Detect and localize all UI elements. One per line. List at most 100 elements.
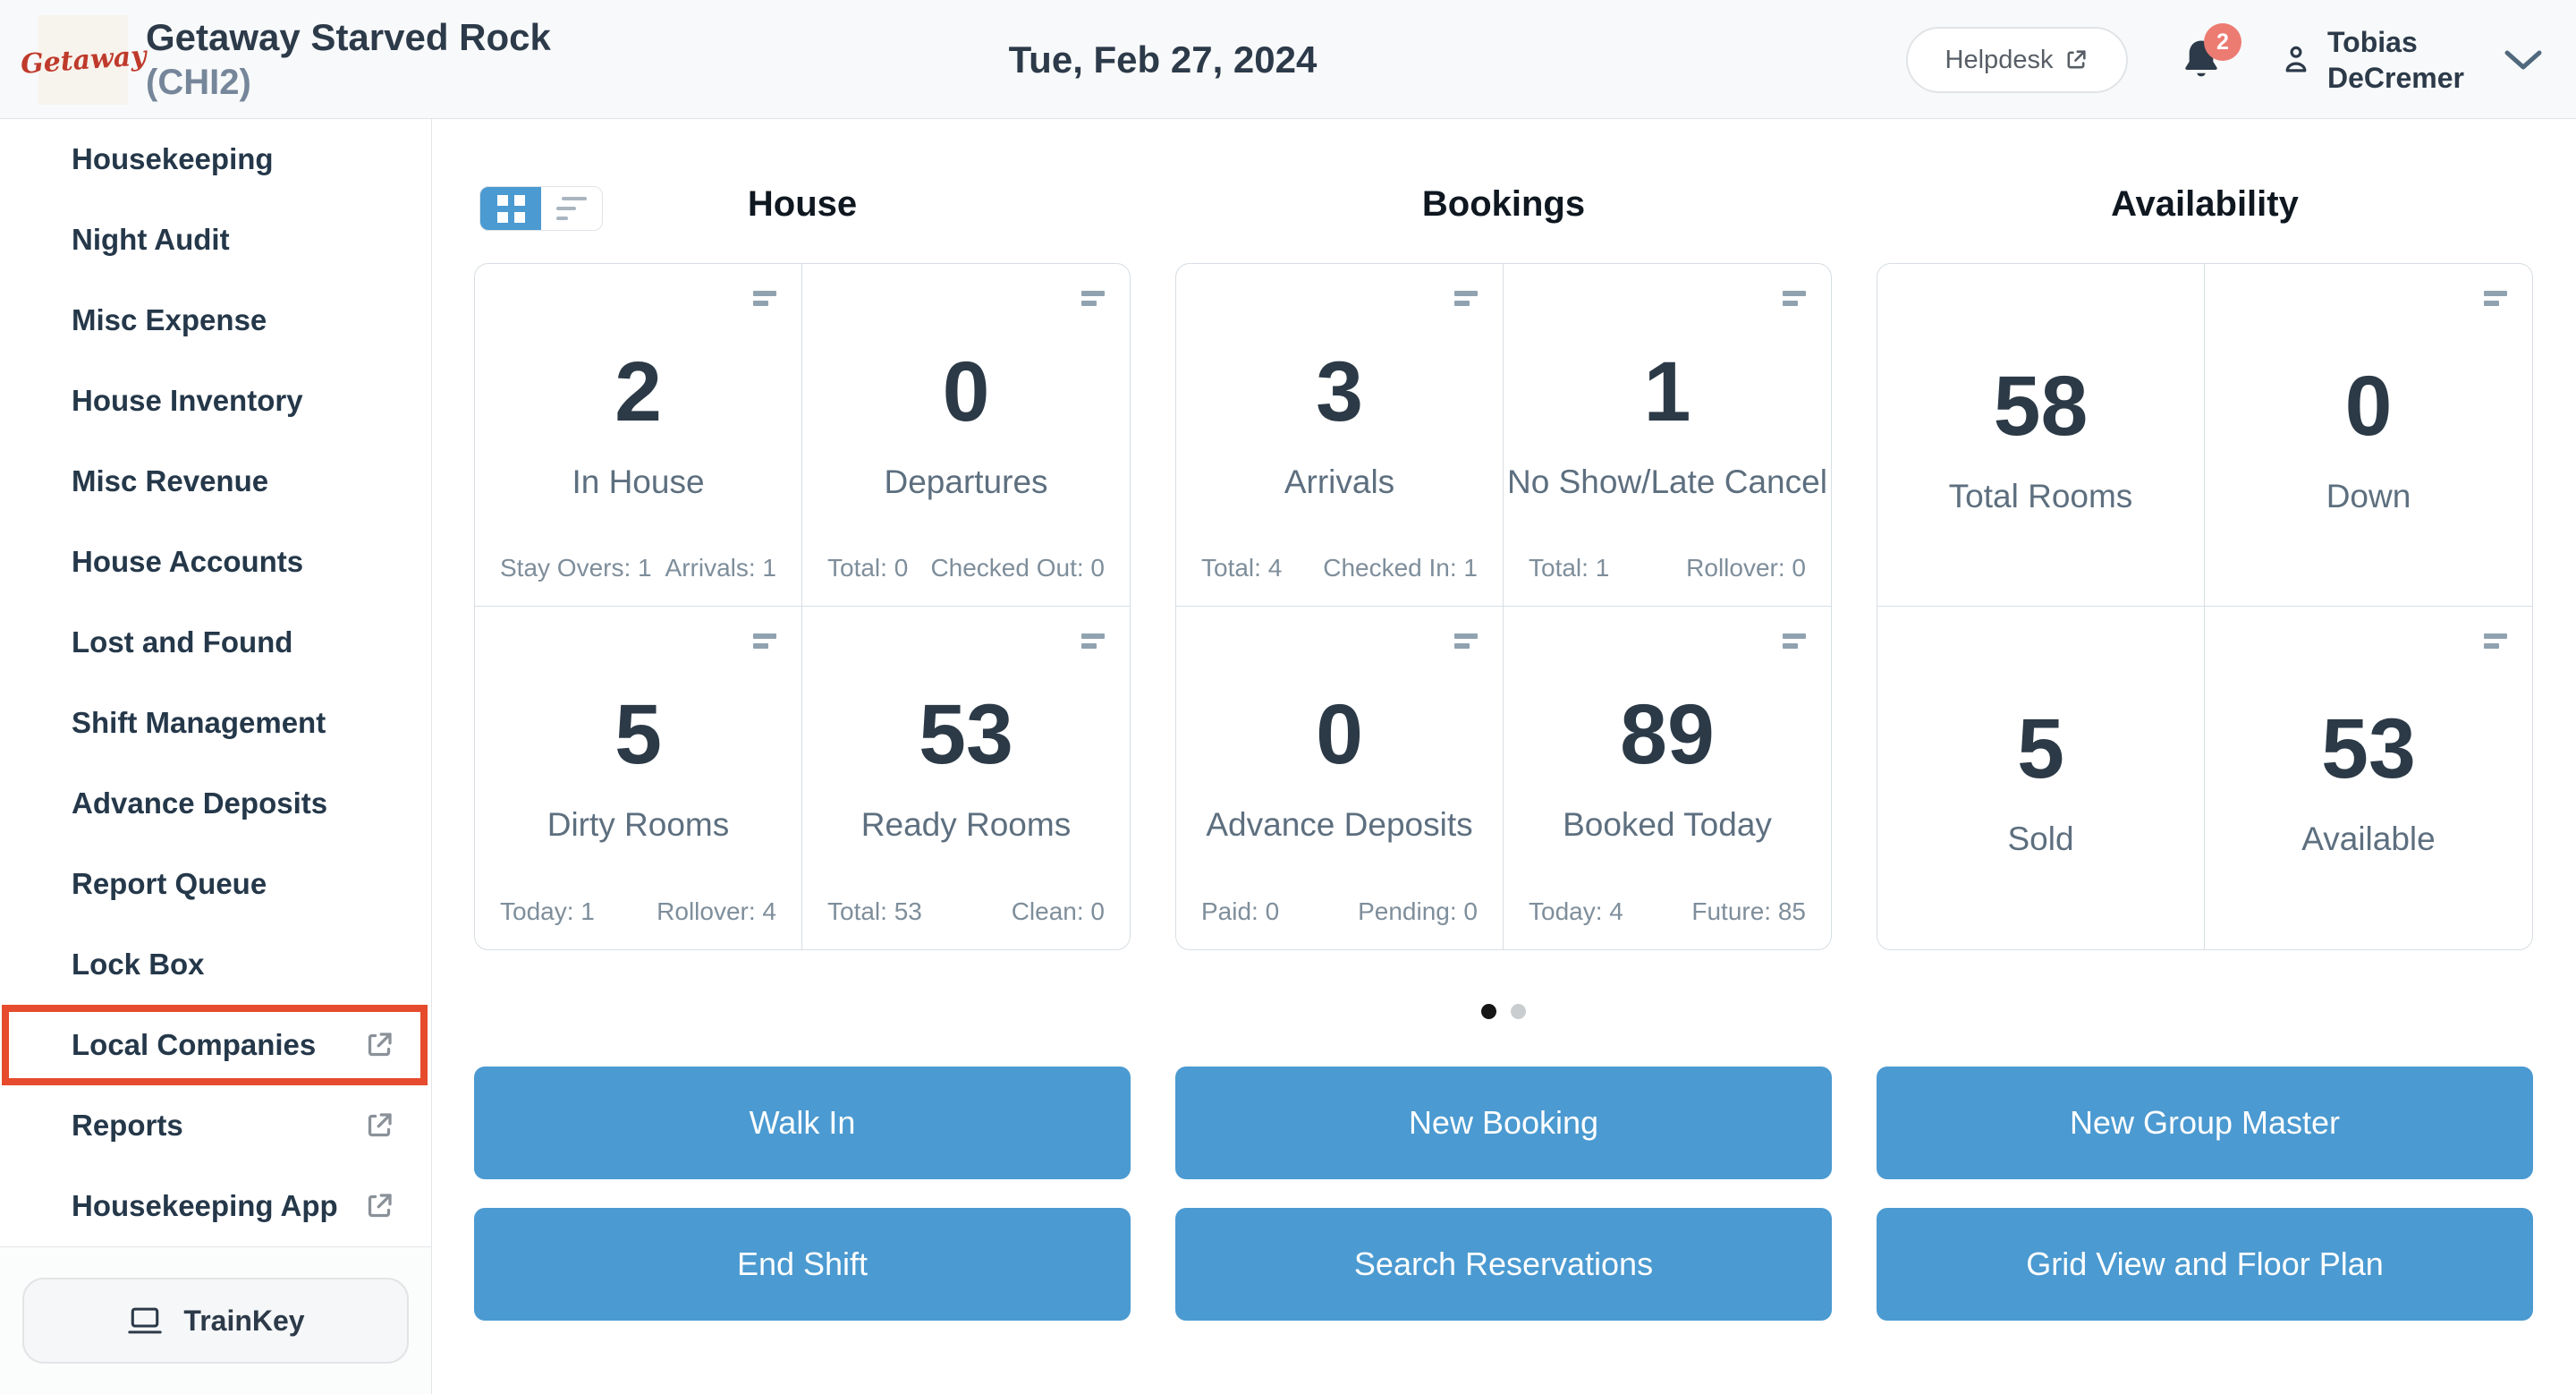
section-title-availability: Availability [2111, 183, 2299, 224]
sidebar-item-label: Housekeeping App [72, 1189, 338, 1222]
stat-sub-right: Checked Out: 0 [930, 554, 1105, 582]
sidebar-item-label: Lost and Found [72, 625, 293, 659]
stat-card-arrivals[interactable]: 3 Arrivals Total: 4 Checked In: 1 [1176, 264, 1504, 607]
sidebar-item-label: Advance Deposits [72, 786, 328, 820]
stat-card-ready-rooms[interactable]: 53 Ready Rooms Total: 53 Clean: 0 [802, 607, 1130, 949]
sidebar-item-lost-and-found[interactable]: Lost and Found [0, 602, 431, 683]
card-menu-icon[interactable] [1081, 291, 1105, 306]
sidebar-item-misc-revenue[interactable]: Misc Revenue [0, 441, 431, 522]
house-card-group: 2 In House Stay Overs: 1 Arrivals: 1 0 D… [474, 263, 1131, 950]
sidebar-item-housekeeping[interactable]: Housekeeping [0, 119, 431, 200]
card-menu-icon[interactable] [2484, 633, 2507, 649]
bookings-card-group: 3 Arrivals Total: 4 Checked In: 1 1 No S… [1175, 263, 1832, 950]
sidebar-item-label: Night Audit [72, 223, 230, 256]
property-name: Getaway Starved Rock [146, 16, 551, 59]
helpdesk-button[interactable]: Helpdesk [1906, 27, 2128, 93]
stat-value: 53 [2321, 701, 2416, 796]
sidebar-item-label: House Inventory [72, 384, 303, 417]
card-menu-icon[interactable] [1454, 291, 1478, 306]
search-reservations-button[interactable]: Search Reservations [1175, 1208, 1832, 1321]
grid-view-button[interactable] [480, 187, 541, 230]
sidebar-item-report-queue[interactable]: Report Queue [0, 844, 431, 924]
current-date: Tue, Feb 27, 2024 [1008, 38, 1318, 81]
sidebar-item-local-companies[interactable]: Local Companies [0, 1005, 431, 1085]
stat-sub-right: Future: 85 [1691, 897, 1806, 925]
stat-label: Departures [884, 463, 1048, 500]
property-title: Getaway Starved Rock (CHI2) [146, 0, 551, 119]
sidebar-item-label: Lock Box [72, 948, 205, 981]
stat-value: 89 [1620, 687, 1715, 782]
stat-card-departures[interactable]: 0 Departures Total: 0 Checked Out: 0 [802, 264, 1130, 607]
carousel-dot-1[interactable] [1481, 1004, 1496, 1019]
stat-card-sold[interactable]: 5 Sold [1877, 607, 2205, 949]
stat-value: 5 [2017, 701, 2064, 796]
sidebar-item-lock-box[interactable]: Lock Box [0, 924, 431, 1005]
view-toggle [479, 186, 603, 231]
sidebar-item-label: Report Queue [72, 867, 267, 900]
new-group-master-button[interactable]: New Group Master [1877, 1067, 2533, 1179]
stat-card-total-rooms[interactable]: 58 Total Rooms [1877, 264, 2205, 607]
end-shift-button[interactable]: End Shift [474, 1208, 1131, 1321]
notifications-button[interactable]: 2 [2179, 23, 2265, 95]
sidebar-item-misc-expense[interactable]: Misc Expense [0, 280, 431, 361]
sidebar-nav: Housekeeping Night Audit Misc Expense Ho… [0, 119, 432, 1394]
stat-sub-left: Today: 1 [500, 897, 595, 925]
sidebar-item-label: Misc Revenue [72, 464, 269, 497]
stat-card-in-house[interactable]: 2 In House Stay Overs: 1 Arrivals: 1 [475, 264, 802, 607]
sidebar-item-label: Misc Expense [72, 303, 267, 336]
sidebar-item-reports[interactable]: Reports [0, 1085, 431, 1166]
external-link-icon [363, 1029, 395, 1061]
sidebar-item-house-accounts[interactable]: House Accounts [0, 522, 431, 602]
trainkey-label: TrainKey [183, 1304, 305, 1337]
stat-sub-left: Total: 1 [1529, 554, 1610, 582]
card-menu-icon[interactable] [2484, 291, 2507, 306]
stat-value: 3 [1316, 344, 1363, 439]
stat-sub-right: Pending: 0 [1358, 897, 1478, 925]
walk-in-button[interactable]: Walk In [474, 1067, 1131, 1179]
stat-value: 58 [1993, 359, 2089, 454]
trainkey-button[interactable]: TrainKey [22, 1278, 409, 1364]
stat-sub-right: Rollover: 4 [657, 897, 776, 925]
sidebar-item-house-inventory[interactable]: House Inventory [0, 361, 431, 441]
notification-badge: 2 [2204, 23, 2241, 61]
card-menu-icon[interactable] [753, 633, 776, 649]
carousel-dot-2[interactable] [1511, 1004, 1526, 1019]
chevron-down-icon[interactable] [2503, 48, 2544, 73]
list-view-button[interactable] [541, 187, 602, 230]
stat-card-down[interactable]: 0 Down [2205, 264, 2532, 607]
availability-card-group: 58 Total Rooms 0 Down 5 Sold 53 Availabl… [1877, 263, 2533, 950]
sidebar-item-shift-management[interactable]: Shift Management [0, 683, 431, 763]
sidebar-item-housekeeping-app[interactable]: Housekeeping App [0, 1166, 431, 1246]
grid-view-floor-plan-button[interactable]: Grid View and Floor Plan [1877, 1208, 2533, 1321]
stat-value: 0 [942, 344, 990, 439]
quick-actions: Walk In New Booking New Group Master End… [474, 1067, 2533, 1321]
sidebar-item-night-audit[interactable]: Night Audit [0, 200, 431, 280]
stat-card-dirty-rooms[interactable]: 5 Dirty Rooms Today: 1 Rollover: 4 [475, 607, 802, 949]
brand-logo-text: Getaway [19, 39, 148, 81]
card-menu-icon[interactable] [1783, 633, 1806, 649]
user-menu[interactable]: Tobias DeCremer [2279, 13, 2464, 107]
card-menu-icon[interactable] [1454, 633, 1478, 649]
stat-sub-right: Rollover: 0 [1686, 554, 1806, 582]
card-menu-icon[interactable] [753, 291, 776, 306]
stat-label: In House [572, 463, 705, 500]
stat-label: No Show/Late Cancel [1507, 463, 1827, 500]
stat-sub-left: Today: 4 [1529, 897, 1623, 925]
card-menu-icon[interactable] [1783, 291, 1806, 306]
stat-card-no-show[interactable]: 1 No Show/Late Cancel Total: 1 Rollover:… [1504, 264, 1831, 607]
stat-card-available[interactable]: 53 Available [2205, 607, 2532, 949]
stat-label: Sold [2007, 820, 2074, 857]
card-menu-icon[interactable] [1081, 633, 1105, 649]
stat-label: Down [2326, 478, 2411, 514]
stat-label: Available [2301, 820, 2436, 857]
stat-card-advance-deposits[interactable]: 0 Advance Deposits Paid: 0 Pending: 0 [1176, 607, 1504, 949]
stat-sub-left: Stay Overs: 1 [500, 554, 652, 582]
grid-icon [496, 194, 525, 223]
list-icon [556, 197, 587, 220]
stat-label: Advance Deposits [1206, 806, 1473, 843]
stat-label: Arrivals [1284, 463, 1395, 500]
new-booking-button[interactable]: New Booking [1175, 1067, 1832, 1179]
external-link-icon [2063, 47, 2089, 72]
sidebar-item-advance-deposits[interactable]: Advance Deposits [0, 763, 431, 844]
stat-card-booked-today[interactable]: 89 Booked Today Today: 4 Future: 85 [1504, 607, 1831, 949]
